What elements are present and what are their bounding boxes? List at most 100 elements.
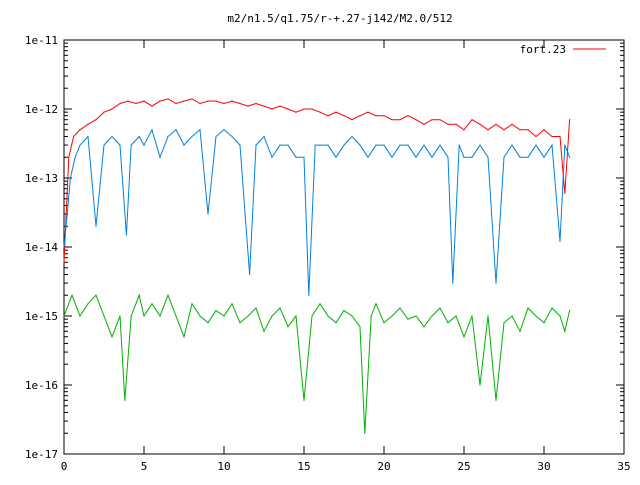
data-point	[511, 315, 513, 317]
data-point	[343, 115, 345, 117]
data-point	[407, 144, 409, 146]
data-point	[311, 315, 313, 317]
data-point	[364, 432, 366, 434]
data-point	[279, 307, 281, 309]
data-point	[391, 156, 393, 158]
data-point	[279, 144, 281, 146]
x-tick-label: 30	[537, 460, 550, 473]
data-point	[487, 156, 489, 158]
data-point	[367, 156, 369, 158]
data-point	[111, 135, 113, 138]
data-point	[407, 115, 409, 117]
data-point	[487, 315, 489, 317]
data-point	[95, 119, 97, 121]
data-point	[479, 384, 481, 386]
data-point	[351, 119, 353, 121]
data-point	[495, 399, 497, 401]
data-point	[415, 315, 417, 317]
data-point	[458, 144, 460, 146]
data-point	[119, 102, 121, 105]
data-point	[167, 294, 169, 296]
data-point	[319, 144, 321, 146]
data-point	[255, 144, 257, 146]
data-point	[415, 156, 417, 158]
data-point	[215, 100, 217, 102]
data-point	[199, 129, 201, 131]
data-point	[183, 100, 185, 102]
data-point	[564, 144, 566, 146]
data-point	[519, 330, 521, 332]
data-point	[130, 315, 132, 317]
data-point	[383, 115, 385, 117]
data-point	[223, 129, 225, 131]
data-point	[527, 307, 529, 309]
data-point	[73, 135, 75, 138]
data-point	[143, 315, 145, 317]
data-point	[255, 102, 257, 105]
data-point	[103, 144, 105, 146]
data-point	[327, 115, 329, 117]
data-point	[271, 315, 273, 317]
chart-title: m2/n1.5/q1.75/r-+.27-j142/M2.0/512	[227, 12, 452, 25]
data-point	[407, 318, 409, 320]
data-point	[319, 303, 321, 305]
y-tick-label: 1e-14	[25, 241, 58, 254]
data-point	[63, 315, 65, 317]
data-point	[511, 144, 513, 146]
data-point	[124, 399, 126, 401]
data-point	[68, 156, 70, 158]
y-tick-label: 1e-17	[25, 448, 58, 461]
data-point	[79, 315, 81, 317]
data-point	[375, 115, 377, 117]
data-point	[423, 326, 425, 328]
data-point	[559, 135, 561, 138]
data-point	[167, 135, 169, 138]
data-point	[215, 135, 217, 138]
data-point	[479, 144, 481, 146]
data-point	[303, 108, 305, 110]
data-point	[130, 144, 132, 146]
data-point	[87, 123, 89, 125]
data-point	[391, 119, 393, 121]
data-point	[287, 144, 289, 146]
data-point	[207, 213, 209, 215]
data-point	[207, 322, 209, 324]
data-point	[167, 98, 169, 100]
data-point	[569, 119, 571, 121]
x-tick-label: 0	[61, 460, 68, 473]
x-tick-label: 5	[141, 460, 148, 473]
data-point	[287, 326, 289, 328]
data-point	[295, 156, 297, 158]
data-point	[431, 315, 433, 317]
data-point	[343, 309, 345, 312]
data-point	[452, 282, 454, 284]
data-point	[223, 102, 225, 105]
data-point	[69, 177, 71, 179]
data-point	[125, 234, 127, 236]
data-point	[527, 129, 529, 131]
data-point	[351, 315, 353, 317]
data-point	[503, 156, 505, 158]
data-point	[215, 309, 217, 312]
data-point	[191, 303, 193, 305]
data-point	[295, 315, 297, 317]
data-point	[343, 144, 345, 146]
data-point	[119, 144, 121, 146]
data-point	[519, 129, 521, 131]
data-point	[551, 135, 553, 138]
x-tick-label: 10	[217, 460, 230, 473]
data-point	[183, 144, 185, 146]
data-point	[135, 102, 137, 105]
data-point	[87, 303, 89, 305]
series-line-0	[63, 98, 571, 263]
data-point	[263, 330, 265, 332]
data-point	[471, 119, 473, 121]
data-point	[527, 156, 529, 158]
data-point	[151, 303, 153, 305]
data-point	[359, 115, 361, 117]
data-point	[327, 315, 329, 317]
data-point	[487, 129, 489, 131]
data-point	[559, 240, 561, 243]
